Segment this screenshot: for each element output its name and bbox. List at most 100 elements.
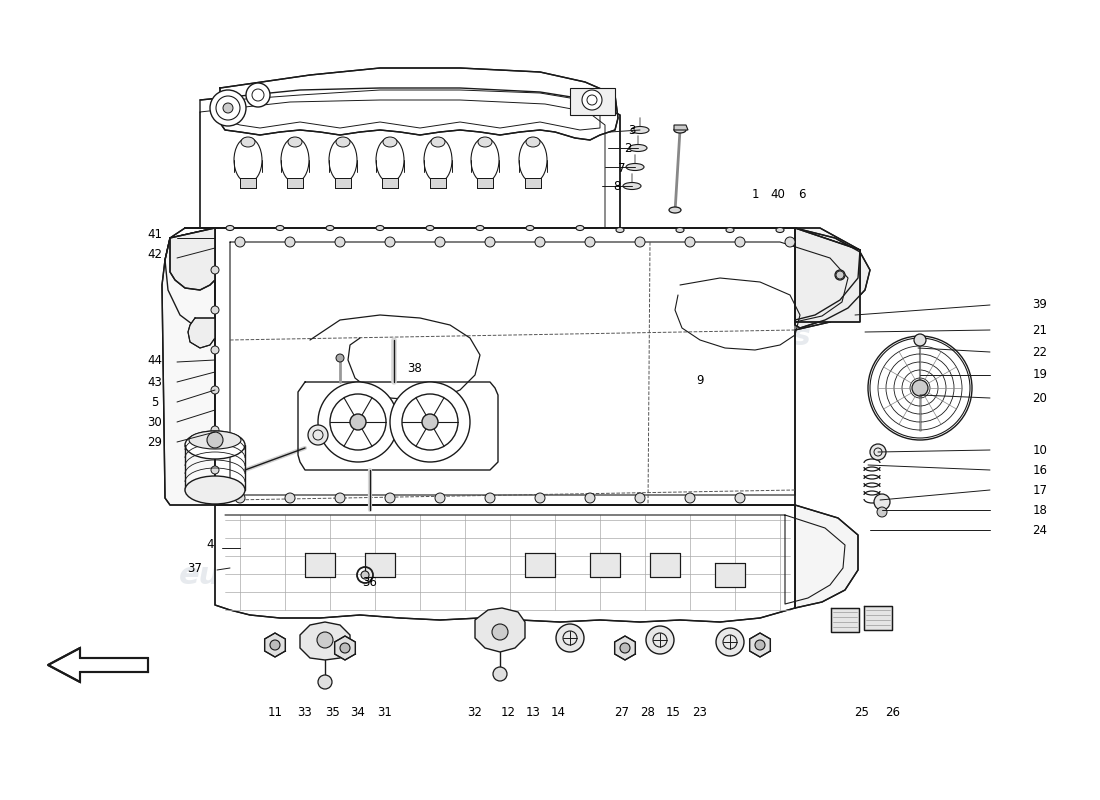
Circle shape xyxy=(318,382,398,462)
Polygon shape xyxy=(300,622,350,660)
Text: 31: 31 xyxy=(377,706,393,718)
Circle shape xyxy=(385,237,395,247)
Polygon shape xyxy=(162,228,214,505)
Polygon shape xyxy=(475,608,525,652)
Ellipse shape xyxy=(383,137,397,147)
Ellipse shape xyxy=(629,145,647,151)
Circle shape xyxy=(735,493,745,503)
Text: 33: 33 xyxy=(298,706,312,718)
Text: 35: 35 xyxy=(326,706,340,718)
Circle shape xyxy=(556,624,584,652)
Ellipse shape xyxy=(676,227,684,233)
Circle shape xyxy=(877,507,887,517)
Circle shape xyxy=(308,425,328,445)
Circle shape xyxy=(685,493,695,503)
Text: 43: 43 xyxy=(147,375,163,389)
Ellipse shape xyxy=(526,226,534,230)
Circle shape xyxy=(350,414,366,430)
Text: 5: 5 xyxy=(152,395,158,409)
Circle shape xyxy=(270,640,280,650)
Text: 26: 26 xyxy=(886,706,901,718)
Text: 11: 11 xyxy=(267,706,283,718)
Circle shape xyxy=(211,306,219,314)
Text: 18: 18 xyxy=(1033,503,1047,517)
Circle shape xyxy=(211,266,219,274)
Ellipse shape xyxy=(526,137,540,147)
Circle shape xyxy=(207,432,223,448)
Circle shape xyxy=(735,237,745,247)
Polygon shape xyxy=(795,228,870,328)
Polygon shape xyxy=(287,178,303,188)
Circle shape xyxy=(912,380,928,396)
Polygon shape xyxy=(430,178,446,188)
Circle shape xyxy=(716,628,744,656)
Polygon shape xyxy=(165,88,620,340)
Ellipse shape xyxy=(476,226,484,230)
Text: 7: 7 xyxy=(618,162,626,174)
Circle shape xyxy=(585,493,595,503)
Circle shape xyxy=(211,466,219,474)
Polygon shape xyxy=(265,633,285,657)
Text: 4: 4 xyxy=(207,538,213,551)
Polygon shape xyxy=(650,553,680,577)
Text: 13: 13 xyxy=(526,706,540,718)
Circle shape xyxy=(755,640,764,650)
Text: 27: 27 xyxy=(615,706,629,718)
Text: 1: 1 xyxy=(751,189,759,202)
Circle shape xyxy=(210,90,246,126)
Ellipse shape xyxy=(576,226,584,230)
Ellipse shape xyxy=(185,476,245,504)
Text: eurospares: eurospares xyxy=(618,562,812,590)
Polygon shape xyxy=(218,68,618,140)
Ellipse shape xyxy=(669,207,681,213)
Circle shape xyxy=(535,237,544,247)
Polygon shape xyxy=(188,318,214,348)
Text: 15: 15 xyxy=(666,706,681,718)
Ellipse shape xyxy=(326,226,334,230)
Ellipse shape xyxy=(726,227,734,233)
Circle shape xyxy=(785,237,795,247)
Circle shape xyxy=(868,336,972,440)
Circle shape xyxy=(336,493,345,503)
Text: 12: 12 xyxy=(500,706,516,718)
Circle shape xyxy=(318,675,332,689)
Polygon shape xyxy=(170,228,214,290)
Circle shape xyxy=(535,493,544,503)
Polygon shape xyxy=(674,125,688,130)
Circle shape xyxy=(336,237,345,247)
Ellipse shape xyxy=(674,127,686,133)
Text: 39: 39 xyxy=(1033,298,1047,311)
Circle shape xyxy=(211,426,219,434)
Text: 37: 37 xyxy=(188,562,202,574)
Circle shape xyxy=(585,237,595,247)
Circle shape xyxy=(870,444,886,460)
Ellipse shape xyxy=(623,182,641,190)
Polygon shape xyxy=(615,636,636,660)
Circle shape xyxy=(223,103,233,113)
Circle shape xyxy=(836,271,844,279)
Ellipse shape xyxy=(189,431,241,449)
Polygon shape xyxy=(382,178,398,188)
Ellipse shape xyxy=(616,227,624,233)
Circle shape xyxy=(493,667,507,681)
Circle shape xyxy=(582,90,602,110)
Circle shape xyxy=(285,493,295,503)
Polygon shape xyxy=(477,178,493,188)
Circle shape xyxy=(336,354,344,362)
Polygon shape xyxy=(795,228,860,322)
Ellipse shape xyxy=(431,137,446,147)
Circle shape xyxy=(485,237,495,247)
Polygon shape xyxy=(185,228,860,320)
Text: 23: 23 xyxy=(693,706,707,718)
Ellipse shape xyxy=(426,226,434,230)
Text: 21: 21 xyxy=(1033,323,1047,337)
Polygon shape xyxy=(525,178,541,188)
Text: 42: 42 xyxy=(147,249,163,262)
Polygon shape xyxy=(715,563,745,587)
Circle shape xyxy=(434,493,446,503)
Text: 30: 30 xyxy=(147,415,163,429)
Polygon shape xyxy=(830,608,859,632)
Polygon shape xyxy=(864,606,892,630)
Text: 40: 40 xyxy=(771,189,785,202)
Circle shape xyxy=(285,237,295,247)
